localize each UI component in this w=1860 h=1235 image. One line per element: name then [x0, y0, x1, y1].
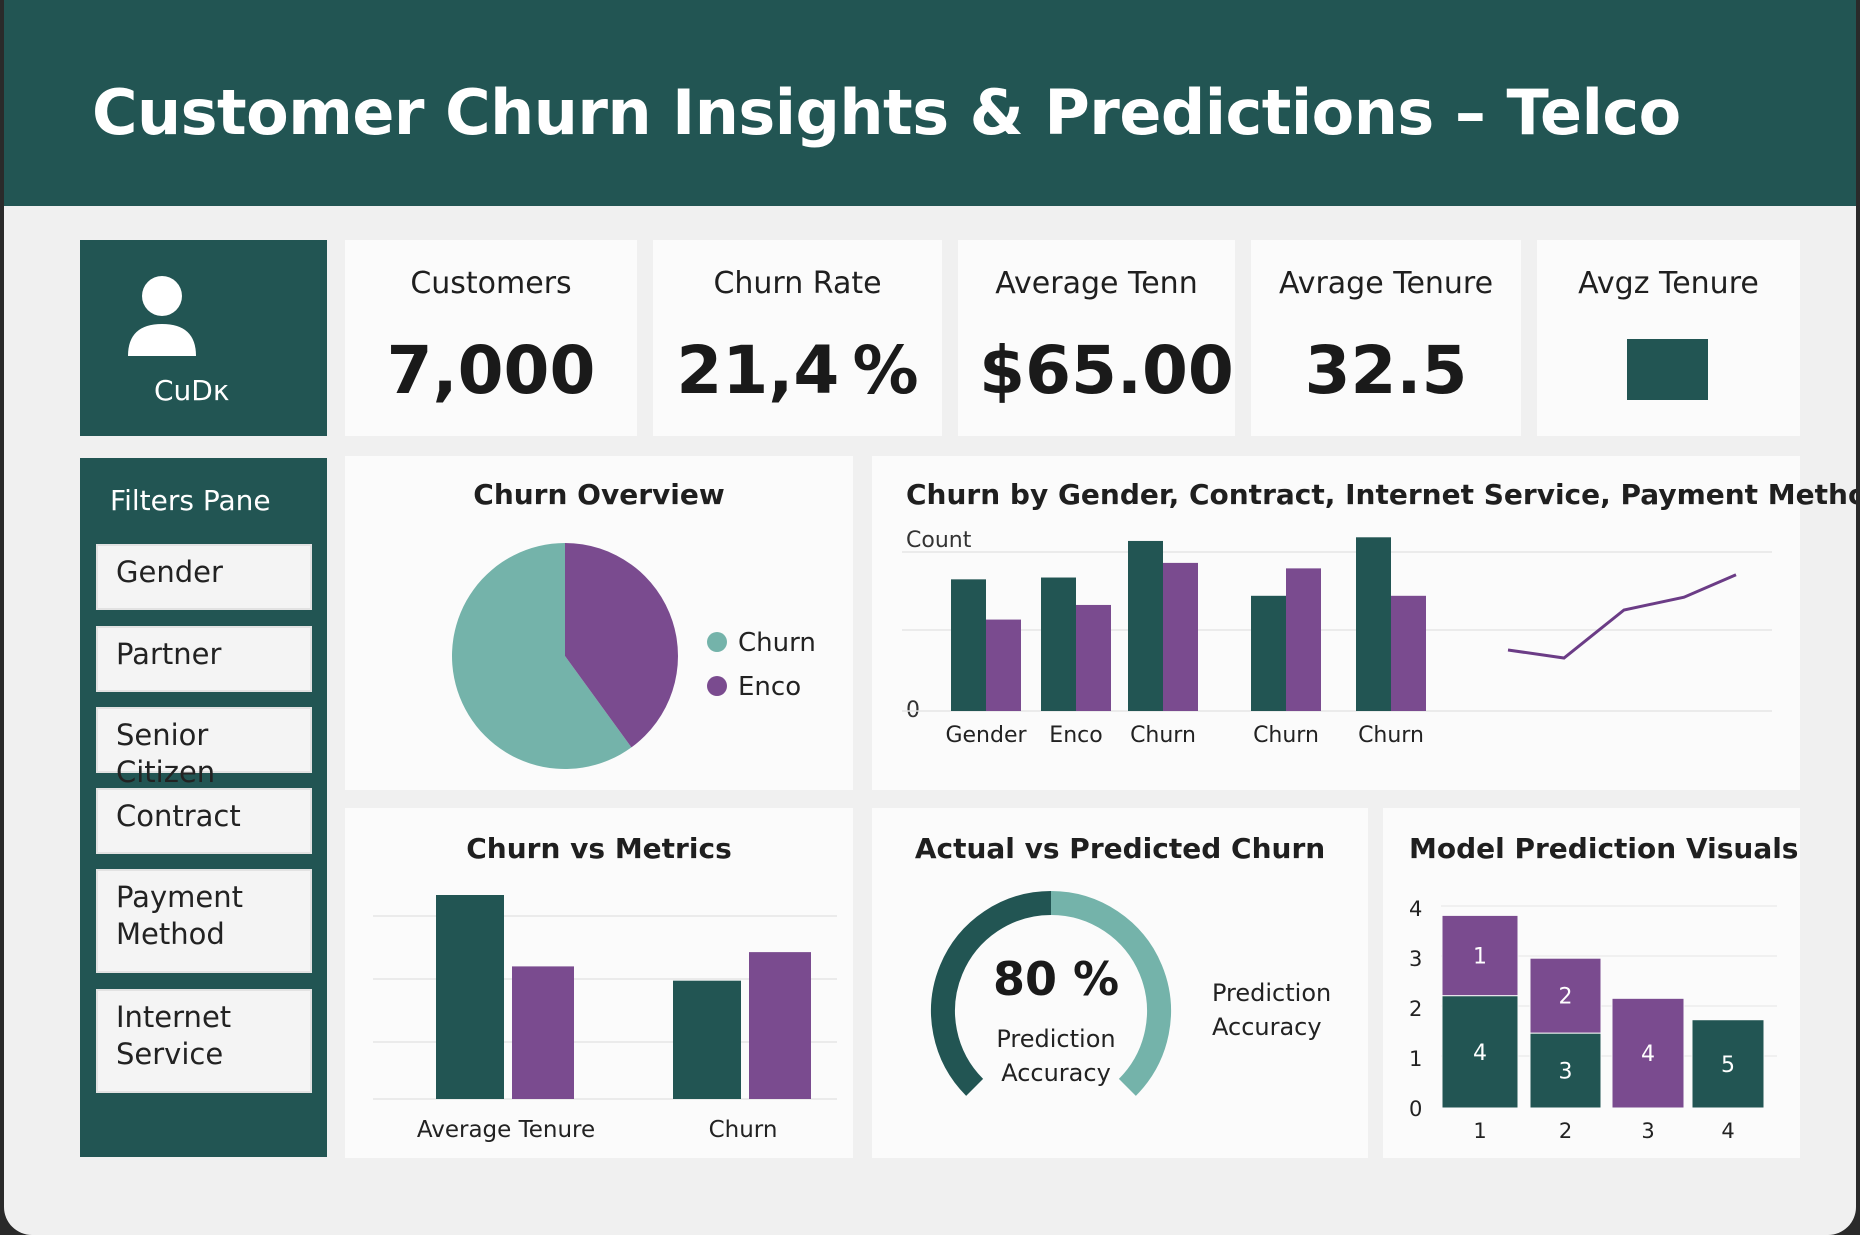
y-tick-label: 1 — [1409, 1047, 1422, 1071]
kpi-title: Average Tenn — [995, 266, 1198, 301]
bar — [1041, 577, 1076, 711]
segment-label: 4 — [1473, 1041, 1487, 1066]
y-tick-label: 3 — [1409, 947, 1422, 971]
kpi-value: 7,000 — [386, 332, 596, 409]
bar — [1391, 595, 1426, 711]
segment-label: 1 — [1473, 945, 1487, 970]
x-tick-label: Gender — [945, 723, 1027, 748]
card-title: Churn by Gender, Contract, Internet Serv… — [906, 478, 1856, 511]
header-bar: Customer Churn Insights & Predictions – … — [4, 0, 1856, 206]
x-tick-label: 1 — [1473, 1119, 1486, 1143]
x-tick-label: 3 — [1641, 1119, 1654, 1143]
churn-vs-metrics-card: Churn vs Metrics Average Tenure Churn — [345, 808, 853, 1158]
stack-segment — [1441, 995, 1519, 1109]
stack-segment — [1529, 1032, 1602, 1109]
x-tick-label: 4 — [1721, 1119, 1734, 1143]
x-tick-label: Churn — [1130, 723, 1196, 748]
y-tick-label: 0 — [1409, 1097, 1422, 1121]
bar — [1286, 568, 1321, 711]
segment-label: 2 — [1559, 985, 1573, 1010]
filters-title: Filters Pane — [110, 484, 271, 517]
bar — [1076, 604, 1111, 711]
user-icon — [128, 276, 196, 356]
prediction-gauge: 80 % — [931, 891, 1171, 1096]
churn-by-segment-chart: Count 0 Gender Enco Churn Churn Churn — [902, 528, 1772, 748]
gauge-arc-value — [1050, 891, 1171, 1096]
bar — [1251, 595, 1286, 711]
kpi-title: Churn Rate — [713, 266, 882, 301]
kpi-value: 21,4 % — [676, 332, 919, 409]
x-tick-label: Enco — [1049, 723, 1102, 748]
page-title: Customer Churn Insights & Predictions – … — [92, 76, 1681, 149]
x-tick-label: Churn — [709, 1117, 778, 1143]
kpi-value: $65.00 — [979, 332, 1234, 409]
y-axis-label: Count — [906, 528, 972, 553]
filter-internet-service[interactable]: Internet Service — [96, 989, 312, 1093]
pie-slice-enco — [565, 543, 678, 748]
kpi-card-average-tenn: Average Tenn $65.00 — [958, 240, 1235, 436]
bar — [512, 966, 574, 1099]
card-title: Churn vs Metrics — [466, 832, 732, 865]
kpi-color-block — [1627, 339, 1708, 400]
x-tick-label: Churn — [1253, 723, 1319, 748]
filter-partner[interactable]: Partner — [96, 626, 312, 692]
kpi-card-avrage-tenure: Avrage Tenure 32.5 — [1251, 240, 1521, 436]
gauge-arc-remaining — [931, 891, 1052, 1096]
stack-segment — [1441, 914, 1519, 997]
kpi-title: Customers — [410, 266, 572, 301]
user-card[interactable]: CuDκ — [80, 240, 327, 436]
model-prediction-chart: 0 1 2 3 4 4 1 3 2 4 5 1 2 3 4 — [1409, 897, 1777, 1143]
kpi-card-churn-rate: Churn Rate 21,4 % — [653, 240, 942, 436]
x-tick-label: Average Tenure — [417, 1117, 595, 1143]
actual-vs-predicted-card: Actual vs Predicted Churn 80 % Predictio… — [872, 808, 1368, 1158]
legend-swatch — [707, 632, 727, 652]
churn-vs-metrics-chart: Average Tenure Churn — [373, 895, 837, 1143]
pie-slice-churn — [452, 543, 632, 769]
churn-overview-card: Churn Overview Churn Enco — [345, 456, 853, 790]
bar — [1128, 540, 1163, 711]
filter-gender[interactable]: Gender — [96, 544, 312, 610]
bar — [951, 579, 986, 711]
gauge-side-label: Prediction Accuracy — [1212, 979, 1332, 1041]
filter-payment-method[interactable]: Payment Method — [96, 869, 312, 973]
dashboard-screen: Customer Churn Insights & Predictions – … — [4, 0, 1856, 1235]
bar — [1356, 537, 1391, 711]
kpi-card-avgz-tenure: Avgz Tenure — [1537, 240, 1800, 436]
kpi-card-customers: Customers 7,000 — [345, 240, 637, 436]
stack-segment — [1529, 957, 1602, 1034]
legend-swatch — [707, 676, 727, 696]
filter-senior-citizen[interactable]: Senior Citizen — [96, 707, 312, 789]
churn-overview-pie: Churn Enco — [452, 543, 816, 769]
model-prediction-card: Model Prediction Visuals 0 1 2 3 4 4 1 3 2 4 5 1 2… — [1383, 808, 1800, 1158]
bar — [673, 980, 741, 1099]
churn-by-segment-card: Churn by Gender, Contract, Internet Serv… — [872, 456, 1856, 790]
card-title: Model Prediction Visuals — [1409, 832, 1799, 865]
segment-label: 5 — [1721, 1053, 1735, 1078]
stack-segment — [1691, 1019, 1765, 1109]
kpi-value: 32.5 — [1304, 332, 1468, 409]
segment-label: 4 — [1641, 1042, 1655, 1067]
filters-pane: Filters Pane Gender Partner Senior Citiz… — [80, 458, 327, 1157]
filter-contract[interactable]: Contract — [96, 788, 312, 854]
user-label: CuDκ — [154, 374, 230, 407]
x-tick-label: 2 — [1559, 1119, 1572, 1143]
y-tick-label: 2 — [1409, 997, 1422, 1021]
kpi-title: Avrage Tenure — [1278, 266, 1494, 301]
card-title: Actual vs Predicted Churn — [914, 832, 1326, 865]
bar — [986, 619, 1021, 711]
bar — [749, 952, 811, 1099]
kpi-title: Avgz Tenure — [1578, 266, 1759, 301]
legend-label: Enco — [738, 672, 801, 702]
gauge-value: 80 % — [993, 952, 1119, 1006]
card-title: Churn Overview — [473, 478, 725, 511]
gauge-inner-label: Prediction Accuracy — [996, 1025, 1116, 1087]
segment-label: 3 — [1559, 1060, 1573, 1085]
y-tick-label: 4 — [1409, 897, 1422, 921]
legend-label: Churn — [738, 628, 816, 658]
bar — [436, 895, 504, 1099]
stack-segment — [1611, 997, 1685, 1109]
trend-line — [1507, 573, 1737, 660]
x-tick-label: Churn — [1358, 723, 1424, 748]
bar — [1163, 562, 1198, 711]
